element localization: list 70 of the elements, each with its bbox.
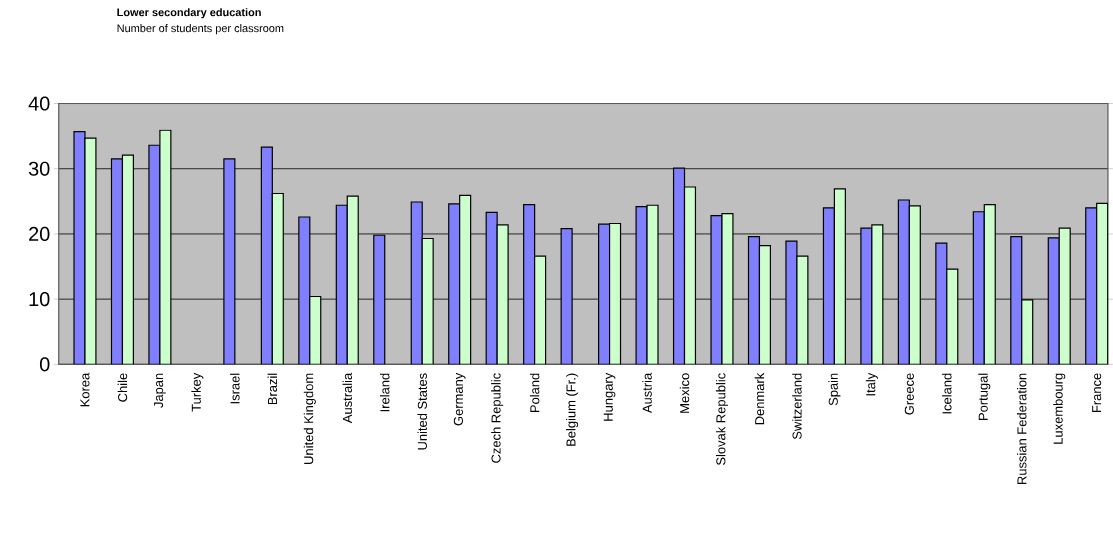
x-tick-label: Germany	[453, 372, 466, 426]
bar	[335, 204, 348, 365]
bar	[1010, 235, 1023, 365]
bar	[608, 222, 622, 365]
bar	[908, 205, 921, 365]
x-tick-label: Switzerland	[792, 373, 802, 439]
x-tick-label: France	[1092, 373, 1102, 412]
x-tick-label: Japan	[154, 373, 166, 408]
x-tick-label: Portugal	[978, 373, 991, 420]
bar	[346, 195, 359, 365]
x-tick-label: Poland	[529, 373, 540, 412]
bar	[1085, 207, 1098, 365]
y-tick-label: 20	[29, 226, 50, 241]
bar	[598, 223, 611, 365]
x-tick-label: Australia	[342, 372, 353, 423]
bar	[110, 158, 124, 365]
bar	[747, 235, 761, 365]
bar	[946, 268, 959, 365]
bar	[983, 203, 996, 365]
x-tick-label: Czech Republic	[491, 372, 504, 463]
bar	[683, 186, 697, 365]
x-tick-label: Spain	[828, 373, 841, 406]
bar	[523, 203, 536, 365]
x-tick-label: Belgium (Fr.)	[566, 373, 579, 446]
x-tick-label: Luxembourg	[1053, 373, 1066, 444]
x-tick-label: Slovak Republic	[715, 372, 729, 465]
bar	[833, 188, 846, 365]
bar	[271, 192, 284, 365]
x-tick-label: Austria	[642, 372, 652, 413]
y-tick-label: 10	[29, 291, 50, 306]
x-tick-label: Mexico	[679, 373, 690, 413]
chart-title: Lower secondary education	[117, 7, 261, 19]
bar	[534, 255, 547, 365]
bar	[121, 154, 134, 365]
bar	[410, 201, 423, 365]
bar	[972, 210, 985, 365]
x-tick-label: Iceland	[942, 373, 952, 414]
chart-subtitle: Number of students per classroom	[117, 23, 284, 35]
x-tick-label: Italy	[865, 372, 878, 396]
y-tick-label: 30	[28, 161, 50, 176]
bar	[260, 146, 273, 365]
y-tick-label: 0	[39, 357, 50, 372]
x-tick-label: Israel	[230, 373, 240, 404]
x-tick-label: Turkey	[191, 372, 204, 412]
x-tick-label: United Kingdom	[303, 373, 316, 464]
bar	[1047, 237, 1060, 365]
bar	[309, 295, 322, 365]
bar	[421, 237, 434, 365]
x-tick-label: Hungary	[603, 372, 616, 421]
bar	[1058, 227, 1071, 365]
x-tick-label: Ireland	[379, 373, 390, 411]
x-tick-label: Denmark	[754, 372, 765, 425]
bar	[485, 211, 498, 365]
x-tick-label: Korea	[80, 372, 90, 407]
bar	[459, 194, 472, 365]
bar	[298, 216, 311, 365]
x-tick-label: Brazil	[267, 373, 278, 404]
y-tick-label: 40	[28, 96, 50, 111]
bar	[1021, 298, 1034, 365]
x-tick-label: Chile	[117, 373, 128, 402]
bar	[373, 234, 386, 365]
x-tick-label: Greece	[904, 373, 914, 415]
bar	[1096, 202, 1108, 365]
bar	[672, 167, 686, 365]
x-tick-label: Russian Federation	[1017, 373, 1027, 484]
bar	[448, 203, 461, 365]
bar	[897, 199, 910, 365]
bar	[758, 244, 772, 365]
x-tick-label: United States	[417, 373, 427, 450]
bar	[822, 207, 835, 365]
